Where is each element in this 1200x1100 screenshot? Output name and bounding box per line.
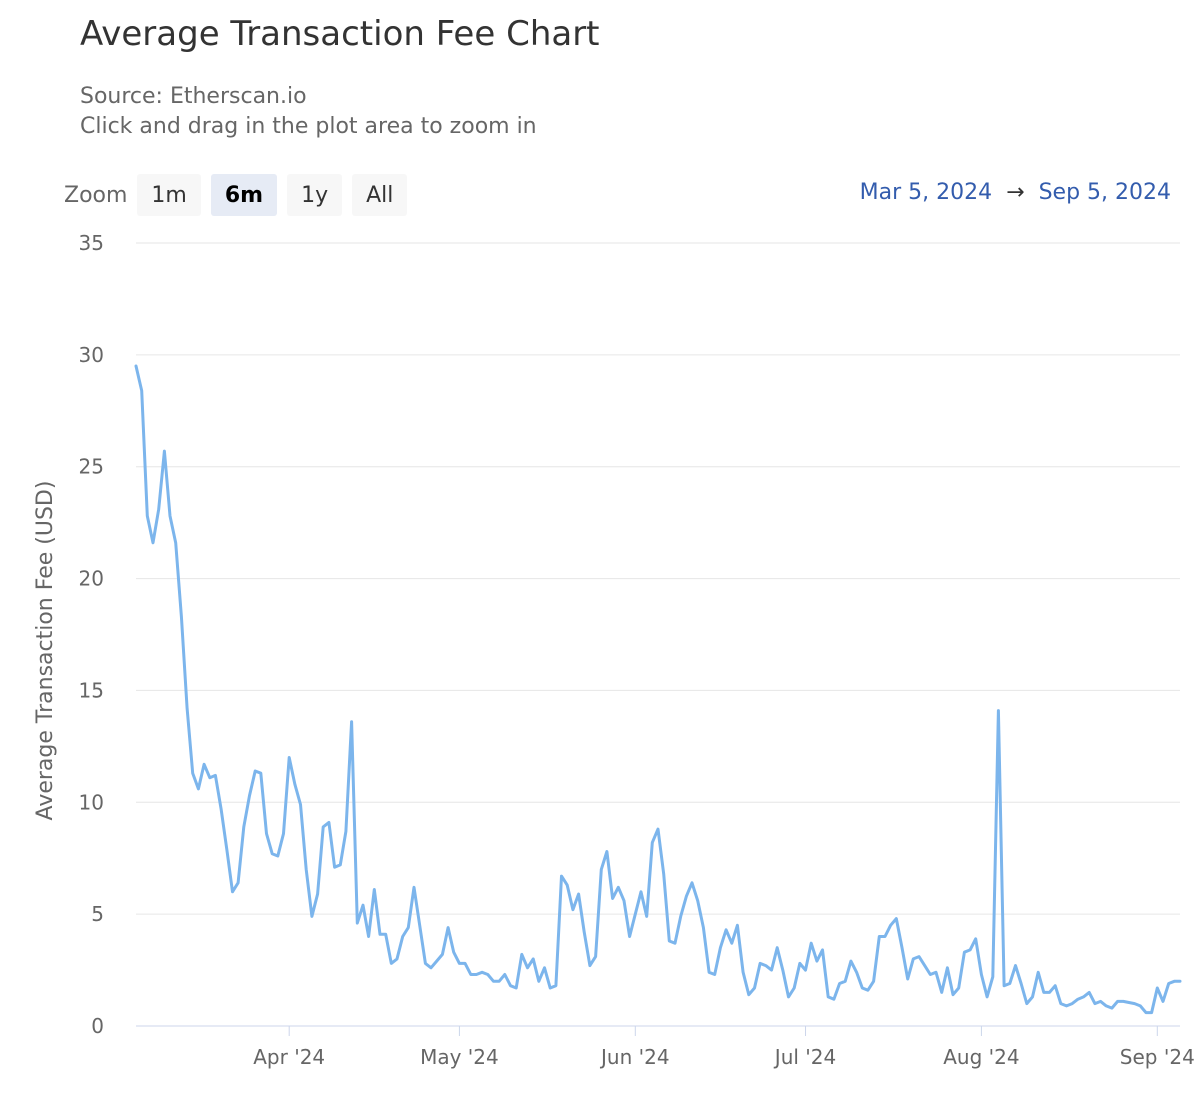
series-line-avg-fee[interactable] [134,364,1182,1015]
y-tick-label: 10 [79,790,104,814]
y-tick-label: 25 [79,455,104,479]
axes: 0 5 10 15 20 25 30 35 Apr '24 May '24 Jun '24 Jul '… [33,231,1195,1069]
x-tick-label: Sep '24 [1120,1045,1195,1069]
chart-subtitle: Source: Etherscan.io Click and drag in t… [80,82,537,142]
zoom-label: Zoom [64,182,128,208]
grid-lines [136,242,1180,915]
y-tick-label: 0 [91,1014,104,1038]
y-tick-label: 30 [79,343,104,367]
zoom-6m-button[interactable]: 6m [210,174,278,216]
y-tick-label: 20 [79,567,104,591]
date-range: Mar 5, 2024 → Sep 5, 2024 [860,180,1171,205]
plot-area[interactable] [134,364,1182,1015]
zoom-1m-button[interactable]: 1m [137,174,201,216]
x-tick-label: Aug '24 [943,1045,1019,1069]
zoom-1y-button[interactable]: 1y [287,174,343,216]
y-axis-title: Average Transaction Fee (USD) [33,481,58,821]
x-tick-label: May '24 [420,1045,499,1069]
range-to-date[interactable]: Sep 5, 2024 [1038,180,1171,205]
zoom-all-button[interactable]: All [352,174,408,216]
range-arrow-icon: → [1006,180,1025,205]
x-tick-label: Jul '24 [773,1045,836,1069]
zoom-hint-text: Click and drag in the plot area to zoom … [80,114,537,139]
zoom-selector: Zoom 1m 6m 1y All [64,174,417,216]
source-text: Source: Etherscan.io [80,84,307,109]
y-tick-label: 35 [79,231,104,255]
x-tick-label: Jun '24 [599,1045,670,1069]
x-tick-label: Apr '24 [253,1045,325,1069]
y-tick-label: 15 [79,678,104,702]
chart-title: Average Transaction Fee Chart [80,14,600,54]
range-from-date[interactable]: Mar 5, 2024 [859,180,993,205]
y-tick-label: 5 [91,902,104,926]
